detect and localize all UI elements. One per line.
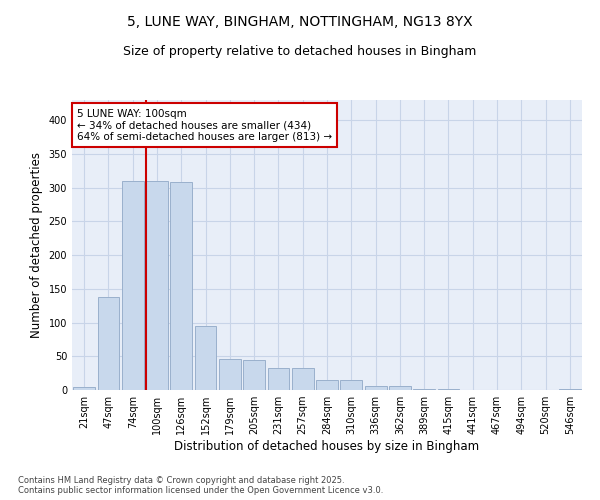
X-axis label: Distribution of detached houses by size in Bingham: Distribution of detached houses by size … bbox=[175, 440, 479, 453]
Y-axis label: Number of detached properties: Number of detached properties bbox=[30, 152, 43, 338]
Bar bbox=[170, 182, 192, 390]
Bar bbox=[389, 386, 411, 390]
Bar bbox=[292, 368, 314, 390]
Bar bbox=[146, 181, 168, 390]
Text: 5 LUNE WAY: 100sqm
← 34% of detached houses are smaller (434)
64% of semi-detach: 5 LUNE WAY: 100sqm ← 34% of detached hou… bbox=[77, 108, 332, 142]
Bar bbox=[97, 297, 119, 390]
Bar bbox=[219, 359, 241, 390]
Text: Size of property relative to detached houses in Bingham: Size of property relative to detached ho… bbox=[124, 45, 476, 58]
Text: 5, LUNE WAY, BINGHAM, NOTTINGHAM, NG13 8YX: 5, LUNE WAY, BINGHAM, NOTTINGHAM, NG13 8… bbox=[127, 15, 473, 29]
Bar bbox=[268, 368, 289, 390]
Bar bbox=[316, 380, 338, 390]
Text: Contains HM Land Registry data © Crown copyright and database right 2025.
Contai: Contains HM Land Registry data © Crown c… bbox=[18, 476, 383, 495]
Bar bbox=[243, 360, 265, 390]
Bar bbox=[365, 386, 386, 390]
Bar bbox=[122, 181, 143, 390]
Bar bbox=[73, 388, 95, 390]
Bar bbox=[340, 380, 362, 390]
Bar bbox=[194, 326, 217, 390]
Bar bbox=[559, 388, 581, 390]
